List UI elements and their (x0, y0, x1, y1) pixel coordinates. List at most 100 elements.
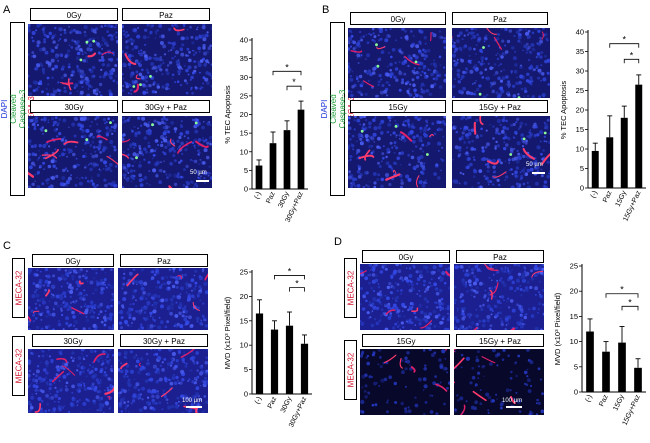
condition-label: Paz (122, 8, 210, 21)
panel-letter-c: C (3, 240, 11, 252)
y-tick-label: 30 (576, 67, 584, 76)
significance-bracket (621, 305, 639, 311)
condition-label: 15Gy + Paz (456, 334, 544, 347)
y-axis-label: MVD (x10³ Pixel/field) (223, 296, 232, 369)
stain-meca-label: MECA-32 (14, 270, 23, 306)
significance-star: * (288, 266, 292, 276)
y-tick-label: 10 (240, 341, 248, 350)
scale-bar (506, 406, 522, 408)
significance-bracket (609, 43, 640, 48)
micrograph (28, 349, 114, 413)
condition-label: 0Gy (350, 12, 446, 25)
y-axis-label: % TEC Apoptosis (223, 85, 232, 143)
y-tick-label: 0 (580, 184, 584, 193)
micrograph (28, 116, 118, 188)
stain-legend-d-top: MECA-32 (344, 258, 357, 318)
bar (270, 329, 279, 394)
bar (634, 367, 642, 392)
y-axis-label: MVD (x10³ Pixel/field) (553, 292, 562, 365)
y-tick-label: 40 (240, 36, 248, 45)
y-tick-label: 10 (240, 147, 248, 156)
significance-star: * (622, 35, 626, 45)
x-tick-label: Paz (267, 395, 279, 409)
stain-meca-label: MECA-32 (346, 352, 355, 388)
bar (635, 84, 643, 188)
bar-chart-b: % TEC Apoptosis 0 5 10 15 20 25 30 35 40 (-) Paz 15G… (559, 28, 646, 223)
stain-caspase-label: Caspase-3 (337, 89, 347, 129)
stain-dapi-label: DAPI (319, 99, 329, 119)
y-tick-label: 30 (240, 73, 248, 82)
y-tick-label: 20 (240, 110, 248, 119)
bar-chart-c: MVD (x10³ Pixel/field) 0 5 10 15 20 25 (-) Paz 30… (223, 266, 312, 429)
x-tick-label: Paz (602, 189, 614, 203)
significance-star: * (295, 279, 299, 289)
y-tick-label: 40 (576, 28, 584, 37)
micrograph (28, 24, 118, 96)
stain-legend-a: DAPI Cleaved Caspase-3 MECA-32 (0, 22, 36, 196)
significance-bracket (286, 85, 302, 91)
condition-label: Paz (452, 12, 548, 25)
y-tick-label: 10 (576, 145, 584, 154)
bar (300, 343, 309, 394)
bar (620, 117, 628, 188)
panel-letter-a: A (3, 4, 11, 16)
y-tick-label: 25 (240, 268, 248, 277)
micrograph (348, 116, 446, 188)
y-tick-label: 10 (570, 337, 578, 346)
scale-bar (532, 172, 545, 174)
bar (591, 150, 599, 188)
condition-label: 30Gy + Paz (122, 100, 210, 113)
y-tick-label: 5 (244, 365, 248, 374)
y-tick-label: 25 (576, 86, 584, 95)
micrograph (118, 349, 208, 413)
y-tick-label: 15 (570, 312, 578, 321)
condition-label: 30Gy (32, 334, 114, 347)
micrograph (454, 349, 544, 415)
significance-star: * (630, 50, 634, 60)
y-tick-label: 20 (570, 287, 578, 296)
micrograph (28, 268, 114, 330)
stain-legend-d-bottom: MECA-32 (344, 340, 357, 400)
bar (618, 342, 626, 392)
y-tick-label: 15 (240, 129, 248, 138)
micrograph (452, 116, 550, 188)
condition-label: Paz (120, 254, 208, 267)
stain-cleaved-label: Cleaved (328, 94, 338, 124)
x-tick-label: (-) (585, 394, 594, 403)
micrograph (360, 264, 450, 330)
micrograph (118, 268, 208, 330)
x-tick-label: (-) (254, 191, 263, 200)
condition-label: 15Gy (362, 334, 450, 347)
x-tick-label: 30Gy (277, 190, 291, 209)
y-tick-label: 20 (576, 106, 584, 115)
significance-star: * (285, 62, 289, 72)
scale-bar (186, 406, 202, 408)
condition-label: 0Gy (362, 250, 450, 263)
bar (285, 325, 294, 394)
panel-letter-b: B (322, 4, 330, 16)
significance-star: * (620, 285, 624, 295)
panel-letter-d: D (334, 236, 342, 248)
condition-label: 15Gy (350, 100, 446, 113)
y-tick-label: 25 (570, 262, 578, 271)
significance-star: * (628, 297, 632, 307)
y-tick-label: 20 (240, 292, 248, 301)
bar (602, 351, 610, 392)
x-tick-label: 15Gy (612, 393, 626, 412)
bar (606, 137, 614, 188)
micrograph (360, 349, 450, 415)
micrograph (122, 24, 212, 96)
significance-bracket (289, 287, 305, 292)
condition-label: 15Gy + Paz (452, 100, 548, 113)
y-tick-label: 5 (580, 164, 584, 173)
y-tick-label: 25 (240, 91, 248, 100)
x-tick-label: Paz (265, 190, 277, 204)
y-tick-label: 15 (240, 316, 248, 325)
y-tick-label: 0 (244, 185, 248, 194)
significance-bracket (274, 275, 305, 280)
bar (297, 109, 305, 189)
micrograph (348, 28, 446, 98)
condition-label: Paz (456, 250, 544, 263)
y-tick-label: 0 (244, 390, 248, 399)
condition-label: 0Gy (32, 254, 114, 267)
